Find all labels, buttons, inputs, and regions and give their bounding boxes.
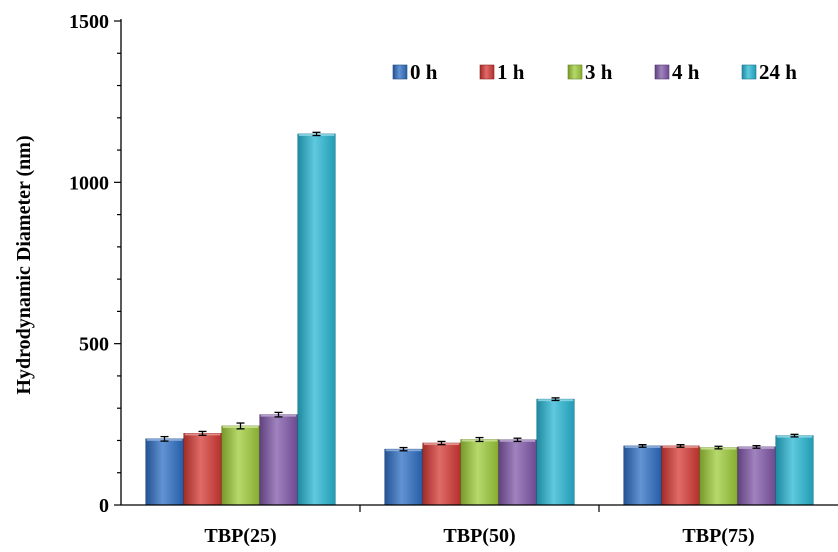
error-bar (513, 437, 522, 443)
legend-label: 0 h (410, 60, 438, 84)
legend-label: 3 h (585, 60, 613, 84)
bar-TBP(25)-24 h (297, 133, 336, 506)
bar-TBP(50)-4 h (498, 439, 537, 506)
bars-group (145, 131, 814, 506)
bar-TBP(75)-1 h (661, 445, 700, 506)
error-bar (236, 422, 245, 430)
error-bar (638, 444, 647, 448)
legend-swatch (741, 64, 757, 80)
y-axis-title: Hydrodynamic Diameter (nm) (13, 135, 35, 394)
error-bar (160, 435, 169, 442)
bar-TBP(50)-24 h (536, 398, 575, 506)
error-bar (312, 131, 321, 137)
legend-swatch (479, 64, 495, 80)
legend-swatch (567, 64, 583, 80)
bar-TBP(75)-4 h (737, 446, 776, 506)
bar-TBP(50)-1 h (422, 442, 461, 506)
y-tick-label: 1500 (69, 11, 109, 33)
error-bar (752, 444, 761, 449)
error-bar (676, 444, 685, 448)
bar-TBP(25)-1 h (183, 433, 222, 506)
legend-item-3h: 3 h (567, 60, 613, 84)
legend-item-24h: 24 h (741, 60, 797, 84)
bar-TBP(50)-3 h (460, 439, 499, 506)
x-tick-label: TBP(25) (204, 525, 276, 547)
error-bar (714, 445, 723, 450)
legend-swatch (392, 64, 408, 80)
legend-label: 1 h (497, 60, 525, 84)
x-tick-label: TBP(50) (443, 525, 515, 547)
legend-label: 4 h (672, 60, 700, 84)
legend-label: 24 h (759, 60, 797, 84)
legend: 0 h 1 h 3 h 4 h 24 h (392, 60, 797, 84)
bar-TBP(25)-3 h (221, 425, 260, 506)
legend-item-1h: 1 h (479, 60, 525, 84)
legend-swatch (654, 64, 670, 80)
y-tick-label: 500 (79, 334, 109, 356)
legend-item-4h: 4 h (654, 60, 700, 84)
axes-group: 0 500 1000 1500 TBP(25) TBP(50) TBP(75) (69, 11, 838, 547)
error-bar (475, 436, 484, 443)
legend-item-0h: 0 h (392, 60, 438, 84)
bar-TBP(75)-24 h (775, 435, 814, 506)
y-tick-label: 1000 (69, 172, 109, 194)
bar-TBP(75)-3 h (699, 447, 738, 506)
error-bar (274, 411, 283, 418)
error-bar (198, 430, 207, 436)
x-tick-label: TBP(75) (682, 525, 754, 547)
bar-TBP(25)-4 h (259, 414, 298, 506)
error-bar (790, 433, 799, 438)
bar-TBP(75)-0 h (623, 445, 662, 506)
bar-TBP(50)-0 h (384, 448, 423, 506)
error-bar (437, 440, 446, 446)
y-tick-label: 0 (99, 495, 109, 517)
bar-TBP(25)-0 h (145, 438, 184, 506)
error-bar (399, 446, 408, 452)
error-bar (551, 397, 560, 402)
